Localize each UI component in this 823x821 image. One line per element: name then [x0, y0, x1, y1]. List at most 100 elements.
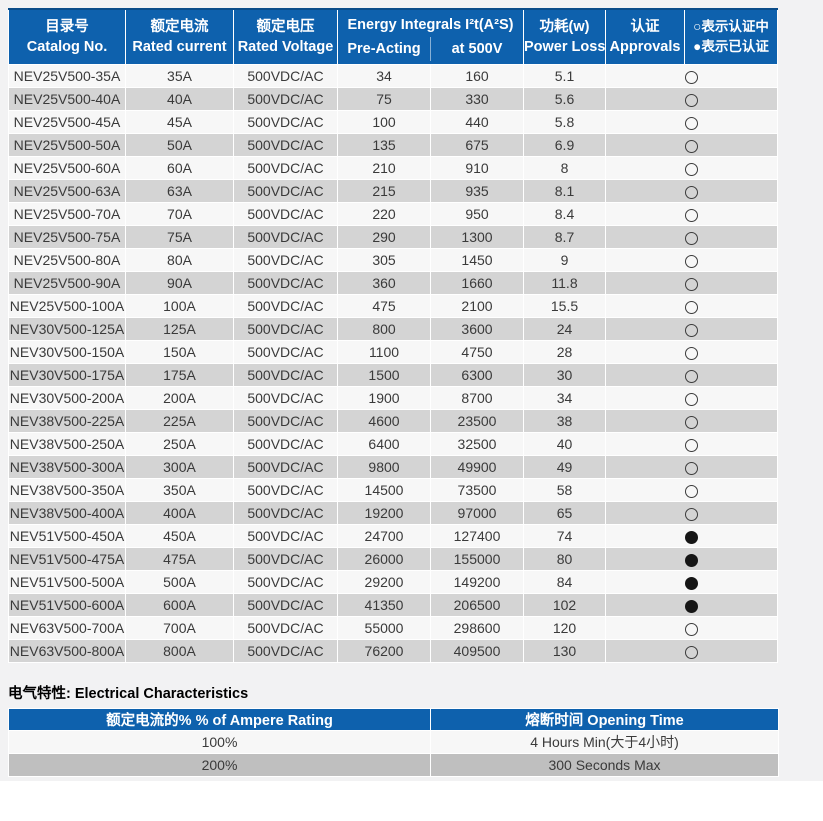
cell-at-500v: 97000 — [430, 501, 524, 525]
cell-approval-status — [605, 593, 778, 617]
cell-catalog-no: NEV51V500-500A — [8, 570, 126, 594]
cell-at-500v: 49900 — [430, 455, 524, 479]
cell-rated-current: 50A — [125, 133, 234, 157]
cell-rated-voltage: 500VDC/AC — [233, 271, 338, 295]
fuse-spec-table: 目录号 Catalog No. 额定电流 Rated current 额定电压 … — [8, 8, 778, 663]
approval-pending-icon — [685, 415, 698, 429]
cell-power-loss: 8 — [523, 156, 606, 180]
cell-rated-current: 500A — [125, 570, 234, 594]
cell-approval-status — [605, 87, 778, 111]
cell-rated-voltage: 500VDC/AC — [233, 386, 338, 410]
electrical-characteristics-table: 额定电流的% % of Ampere Rating 熔断时间 Opening T… — [8, 708, 779, 777]
header-at-500v: at 500V — [430, 37, 523, 61]
datasheet-page: 目录号 Catalog No. 额定电流 Rated current 额定电压 … — [8, 8, 779, 777]
cell-approval-status — [605, 225, 778, 249]
cell-at-500v: 127400 — [430, 524, 524, 548]
cell-catalog-no: NEV25V500-50A — [8, 133, 126, 157]
approval-pending-icon — [685, 93, 698, 107]
approval-pending-icon — [685, 139, 698, 153]
cell-power-loss: 11.8 — [523, 271, 606, 295]
cell-pre-acting: 19200 — [337, 501, 431, 525]
cell-rated-voltage: 500VDC/AC — [233, 64, 338, 88]
cell-approval-status — [605, 271, 778, 295]
approval-certified-icon — [685, 553, 698, 567]
cell-catalog-no: NEV38V500-225A — [8, 409, 126, 433]
table-row: NEV63V500-800A 800A 500VDC/AC 76200 409500 13… — [8, 639, 778, 663]
cell-at-500v: 1660 — [430, 271, 524, 295]
cell-catalog-no: NEV25V500-70A — [8, 202, 126, 226]
table-row: NEV51V500-500A 500A 500VDC/AC 29200 149200 84 — [8, 570, 778, 594]
table-row: NEV25V500-63A 63A 500VDC/AC 215 935 8.1 — [8, 179, 778, 203]
approval-certified-icon — [685, 576, 698, 590]
cell-catalog-no: NEV30V500-175A — [8, 363, 126, 387]
cell-pre-acting: 360 — [337, 271, 431, 295]
cell-power-loss: 30 — [523, 363, 606, 387]
cell-at-500v: 950 — [430, 202, 524, 226]
cell-pre-acting: 305 — [337, 248, 431, 272]
cell-rated-current: 90A — [125, 271, 234, 295]
header-approvals: 认证 Approvals — [605, 8, 685, 65]
cell-rated-current: 700A — [125, 616, 234, 640]
cell-catalog-no: NEV51V500-475A — [8, 547, 126, 571]
cell-at-500v: 8700 — [430, 386, 524, 410]
cell-pre-acting: 215 — [337, 179, 431, 203]
cell-catalog-no: NEV30V500-150A — [8, 340, 126, 364]
approval-certified-icon — [685, 530, 698, 544]
cell-pre-acting: 34 — [337, 64, 431, 88]
cell-at-500v: 6300 — [430, 363, 524, 387]
cell-power-loss: 5.6 — [523, 87, 606, 111]
table-row: NEV25V500-35A 35A 500VDC/AC 34 160 5.1 — [8, 64, 778, 88]
cell-at-500v: 440 — [430, 110, 524, 134]
cell-approval-status — [605, 386, 778, 410]
cell-at-500v: 149200 — [430, 570, 524, 594]
cell-catalog-no: NEV63V500-700A — [8, 616, 126, 640]
table-row: NEV38V500-400A 400A 500VDC/AC 19200 97000 65 — [8, 501, 778, 525]
header-catalog-en: Catalog No. — [26, 39, 108, 55]
section-heading-electrical: 电气特性: Electrical Characteristics — [8, 686, 249, 702]
cell-approval-status — [605, 409, 778, 433]
cell-approval-status — [605, 179, 778, 203]
cell-at-500v: 23500 — [430, 409, 524, 433]
header-catalog-no: 目录号 Catalog No. — [8, 8, 126, 65]
cell-rated-voltage: 500VDC/AC — [233, 156, 338, 180]
cell-rated-voltage: 500VDC/AC — [233, 432, 338, 456]
spec-table-body: NEV25V500-35A 35A 500VDC/AC 34 160 5.1 NEV25V5… — [8, 64, 778, 663]
cell-catalog-no: NEV30V500-125A — [8, 317, 126, 341]
cell-rated-voltage: 500VDC/AC — [233, 409, 338, 433]
cell-catalog-no: NEV51V500-450A — [8, 524, 126, 548]
cell-approval-status — [605, 432, 778, 456]
header-voltage-en: Rated Voltage — [237, 39, 334, 55]
cell-approval-status — [605, 363, 778, 387]
approval-pending-icon — [685, 116, 698, 130]
cell-at-500v: 206500 — [430, 593, 524, 617]
cell-approval-status — [605, 294, 778, 318]
header-power-en: Power Loss — [524, 39, 606, 55]
cell-at-500v: 73500 — [430, 478, 524, 502]
cell-catalog-no: NEV30V500-200A — [8, 386, 126, 410]
cell-approval-status — [605, 317, 778, 341]
cell-catalog-no: NEV38V500-250A — [8, 432, 126, 456]
cell-approval-status — [605, 156, 778, 180]
cell-catalog-no: NEV25V500-35A — [8, 64, 126, 88]
cell-catalog-no: NEV25V500-60A — [8, 156, 126, 180]
cell-rated-current: 75A — [125, 225, 234, 249]
cell-pre-acting: 6400 — [337, 432, 431, 456]
cell-catalog-no: NEV25V500-90A — [8, 271, 126, 295]
cell-rated-voltage: 500VDC/AC — [233, 455, 338, 479]
cell-rated-voltage: 500VDC/AC — [233, 110, 338, 134]
table-row: NEV38V500-350A 350A 500VDC/AC 14500 73500 58 — [8, 478, 778, 502]
cell-rated-voltage: 500VDC/AC — [233, 616, 338, 640]
table-row: NEV30V500-125A 125A 500VDC/AC 800 3600 24 — [8, 317, 778, 341]
cell-rated-current: 70A — [125, 202, 234, 226]
page-bottom-margin — [0, 781, 823, 821]
cell-catalog-no: NEV25V500-40A — [8, 87, 126, 111]
approval-pending-icon — [685, 254, 698, 268]
cell-catalog-no: NEV25V500-80A — [8, 248, 126, 272]
cell-opening-time: 300 Seconds Max — [430, 753, 779, 777]
cell-power-loss: 38 — [523, 409, 606, 433]
cell-rated-voltage: 500VDC/AC — [233, 87, 338, 111]
cell-pre-acting: 1500 — [337, 363, 431, 387]
table-row: NEV30V500-150A 150A 500VDC/AC 1100 4750 28 — [8, 340, 778, 364]
cell-at-500v: 155000 — [430, 547, 524, 571]
